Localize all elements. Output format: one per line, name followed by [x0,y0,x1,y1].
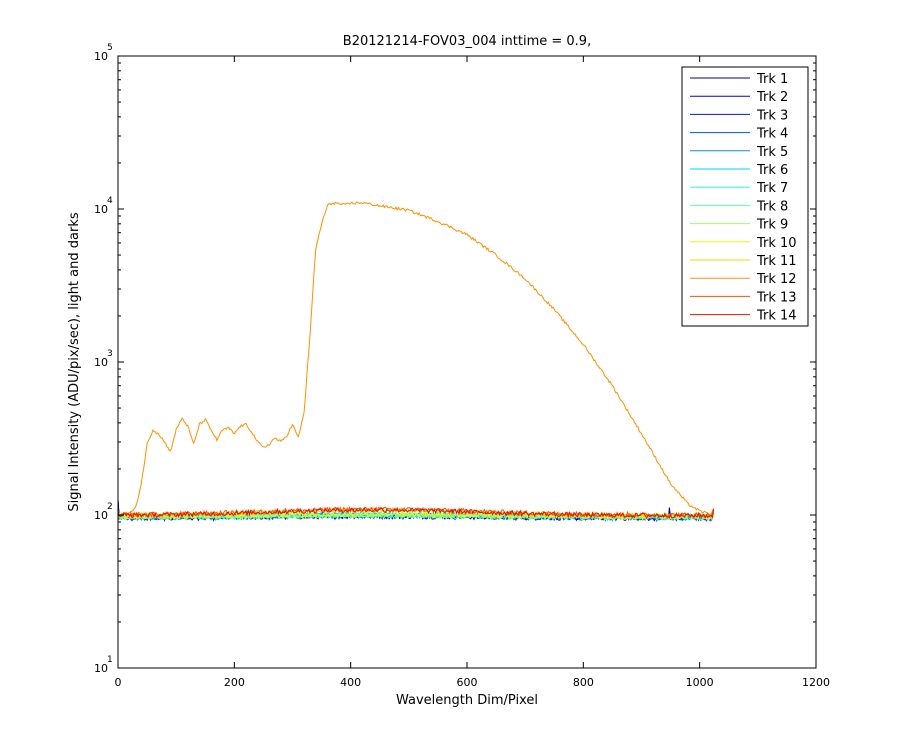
legend-label-trk-7: Trk 7 [756,181,788,196]
x-axis-title: Wavelength Dim/Pixel [396,693,538,708]
legend-box [681,66,809,327]
series-line-trk-14 [117,506,715,519]
series-line-trk-13 [117,505,715,519]
chart-title: B20121214-FOV03_004 inttime = 0.9, [343,34,591,49]
legend-label-trk-1: Trk 1 [756,72,788,87]
x-tick-label: 0 [115,676,122,689]
legend-label-trk-4: Trk 4 [756,127,788,142]
x-tick-label: 1200 [802,676,830,689]
legend-label-trk-9: Trk 9 [756,218,788,233]
y-tick-exponent: 5 [107,43,113,53]
legend-label-trk-5: Trk 5 [756,145,788,160]
legend-label-trk-11: Trk 11 [756,254,797,269]
y-tick-exponent: 2 [107,502,113,512]
legend-label-trk-10: Trk 10 [756,236,797,251]
y-tick-label: 10 [94,662,108,675]
x-tick-label: 200 [224,676,245,689]
legend-label-trk-12: Trk 12 [756,272,797,287]
x-tick-label: 600 [457,676,478,689]
y-tick-exponent: 4 [107,196,113,206]
x-tick-label: 400 [340,676,361,689]
legend-label-trk-14: Trk 14 [756,309,797,324]
y-tick-label: 10 [94,509,108,522]
legend-label-trk-6: Trk 6 [756,163,788,178]
y-tick-label: 10 [94,203,108,216]
y-tick-label: 10 [94,356,108,369]
y-tick-label: 10 [94,50,108,63]
legend: Trk 1 Trk 2 Trk 3 Trk 4 Trk 5 Trk 6 Trk 7 Trk 8… [681,66,809,327]
legend-label-trk-2: Trk 2 [756,90,788,105]
y-tick-exponent: 3 [107,349,113,359]
x-tick-label: 800 [573,676,594,689]
legend-label-trk-8: Trk 8 [756,199,788,214]
y-axis-title: Signal Intensity (ADU/pix/sec), light an… [67,212,82,511]
y-tick-exponent: 1 [107,655,113,665]
series-line-trk-12 [117,201,715,517]
x-tick-label: 1000 [686,676,714,689]
legend-label-trk-3: Trk 3 [756,108,788,123]
series-layer [117,201,715,523]
legend-label-trk-13: Trk 13 [756,290,797,305]
